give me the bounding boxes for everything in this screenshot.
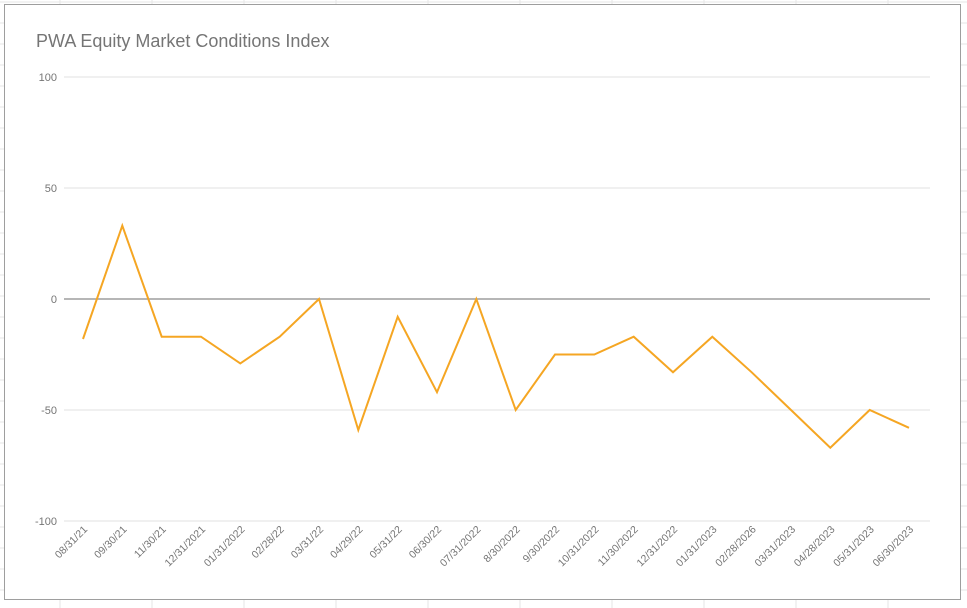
y-tick-label: -100: [35, 516, 57, 528]
y-tick-label: 100: [39, 72, 57, 84]
data-point[interactable]: [119, 223, 125, 229]
x-tick-label: 04/29/22: [328, 524, 365, 561]
x-tick-label: 05/31/2023: [831, 524, 877, 570]
y-tick-label: -50: [41, 405, 57, 417]
x-tick-label: 9/30/2022: [521, 524, 563, 566]
x-tick-label: 02/28/22: [249, 524, 286, 561]
data-point[interactable]: [198, 334, 204, 340]
data-point[interactable]: [434, 389, 440, 395]
data-point[interactable]: [631, 334, 637, 340]
chart-container[interactable]: [4, 4, 961, 600]
data-point[interactable]: [277, 334, 283, 340]
y-tick-label: 0: [51, 294, 57, 306]
x-tick-label: 08/31/21: [53, 524, 90, 561]
data-point[interactable]: [591, 352, 597, 358]
x-tick-label: 03/31/2023: [752, 524, 798, 570]
data-point[interactable]: [906, 425, 912, 431]
x-tick-label: 01/31/2022: [202, 524, 248, 570]
data-point[interactable]: [513, 407, 519, 413]
x-tick-label: 01/31/2023: [674, 524, 720, 570]
y-tick-label: 50: [45, 183, 57, 195]
x-tick-label: 04/28/2023: [792, 524, 838, 570]
data-point[interactable]: [159, 334, 165, 340]
data-point[interactable]: [670, 369, 676, 375]
data-point[interactable]: [827, 445, 833, 451]
x-tick-label: 09/30/21: [92, 524, 129, 561]
data-point[interactable]: [395, 314, 401, 320]
x-tick-label: 12/31/2022: [634, 524, 680, 570]
x-tick-label: 06/30/22: [407, 524, 444, 561]
data-point[interactable]: [473, 296, 479, 302]
data-point[interactable]: [552, 352, 558, 358]
data-point[interactable]: [237, 360, 243, 366]
x-tick-label: 03/31/22: [289, 524, 326, 561]
x-tick-label: 8/30/2022: [481, 524, 523, 566]
x-tick-label: 11/30/21: [132, 524, 169, 561]
x-tick-label: 12/31/2021: [162, 524, 208, 570]
data-point[interactable]: [355, 427, 361, 433]
data-point[interactable]: [788, 407, 794, 413]
data-point[interactable]: [80, 336, 86, 342]
data-point[interactable]: [316, 296, 322, 302]
series-line[interactable]: [82, 222, 910, 450]
data-point[interactable]: [867, 407, 873, 413]
data-point[interactable]: [749, 369, 755, 375]
data-point[interactable]: [709, 334, 715, 340]
chart-title: PWA Equity Market Conditions Index: [36, 31, 330, 51]
x-tick-label: 07/31/2022: [438, 524, 484, 570]
x-tick-label: 02/28/2026: [713, 524, 759, 570]
x-tick-label: 06/30/2023: [870, 524, 916, 570]
x-tick-label: 05/31/22: [367, 524, 404, 561]
x-tick-label: 11/30/2022: [596, 524, 641, 569]
x-tick-label: 10/31/2022: [556, 524, 602, 570]
